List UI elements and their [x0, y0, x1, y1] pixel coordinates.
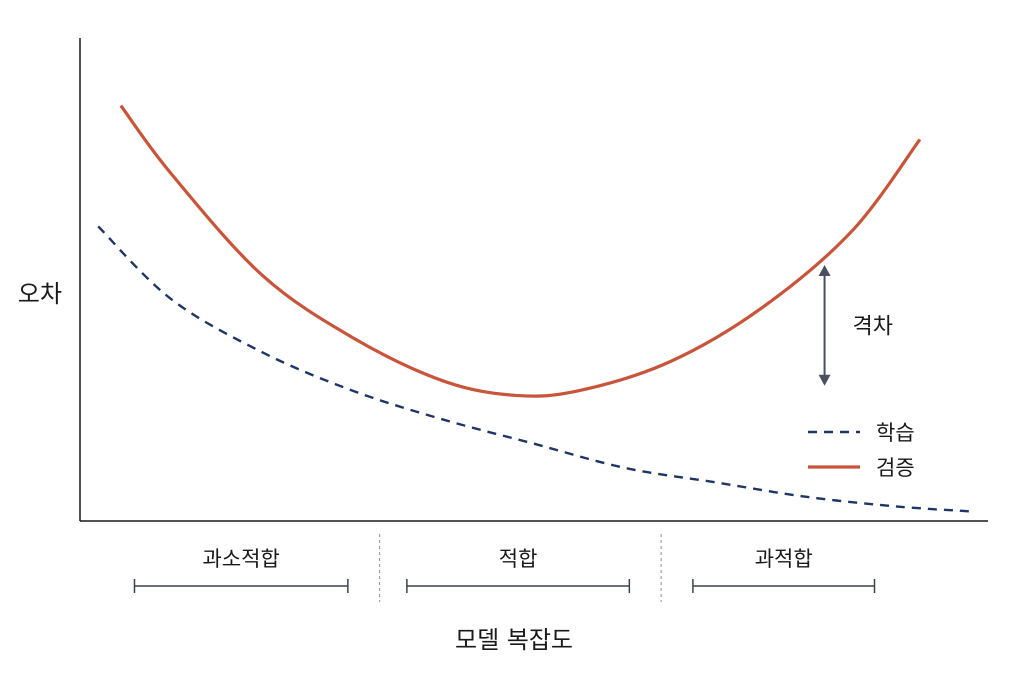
annotations: 격차 [818, 265, 893, 386]
x-axis-label: 모델 복잡도 [455, 626, 573, 654]
axes [79, 38, 988, 522]
region-label-1: 적합 [499, 547, 538, 571]
region-label-2: 과적합 [755, 547, 813, 571]
legend-label-1: 검증 [876, 456, 915, 480]
regions: 과소적합 적합 과적합 [133, 534, 876, 602]
series-line-0 [97, 225, 970, 513]
gap-arrow-head-down [818, 374, 831, 386]
y-axis-label: 오차 [18, 280, 62, 308]
legend-label-0: 학습 [876, 421, 915, 445]
series-group [97, 104, 970, 513]
gap-arrow-head-up [818, 265, 831, 277]
gap-label: 격차 [853, 314, 893, 339]
region-label-0: 과소적합 [203, 547, 280, 571]
series-line-1 [119, 104, 922, 398]
